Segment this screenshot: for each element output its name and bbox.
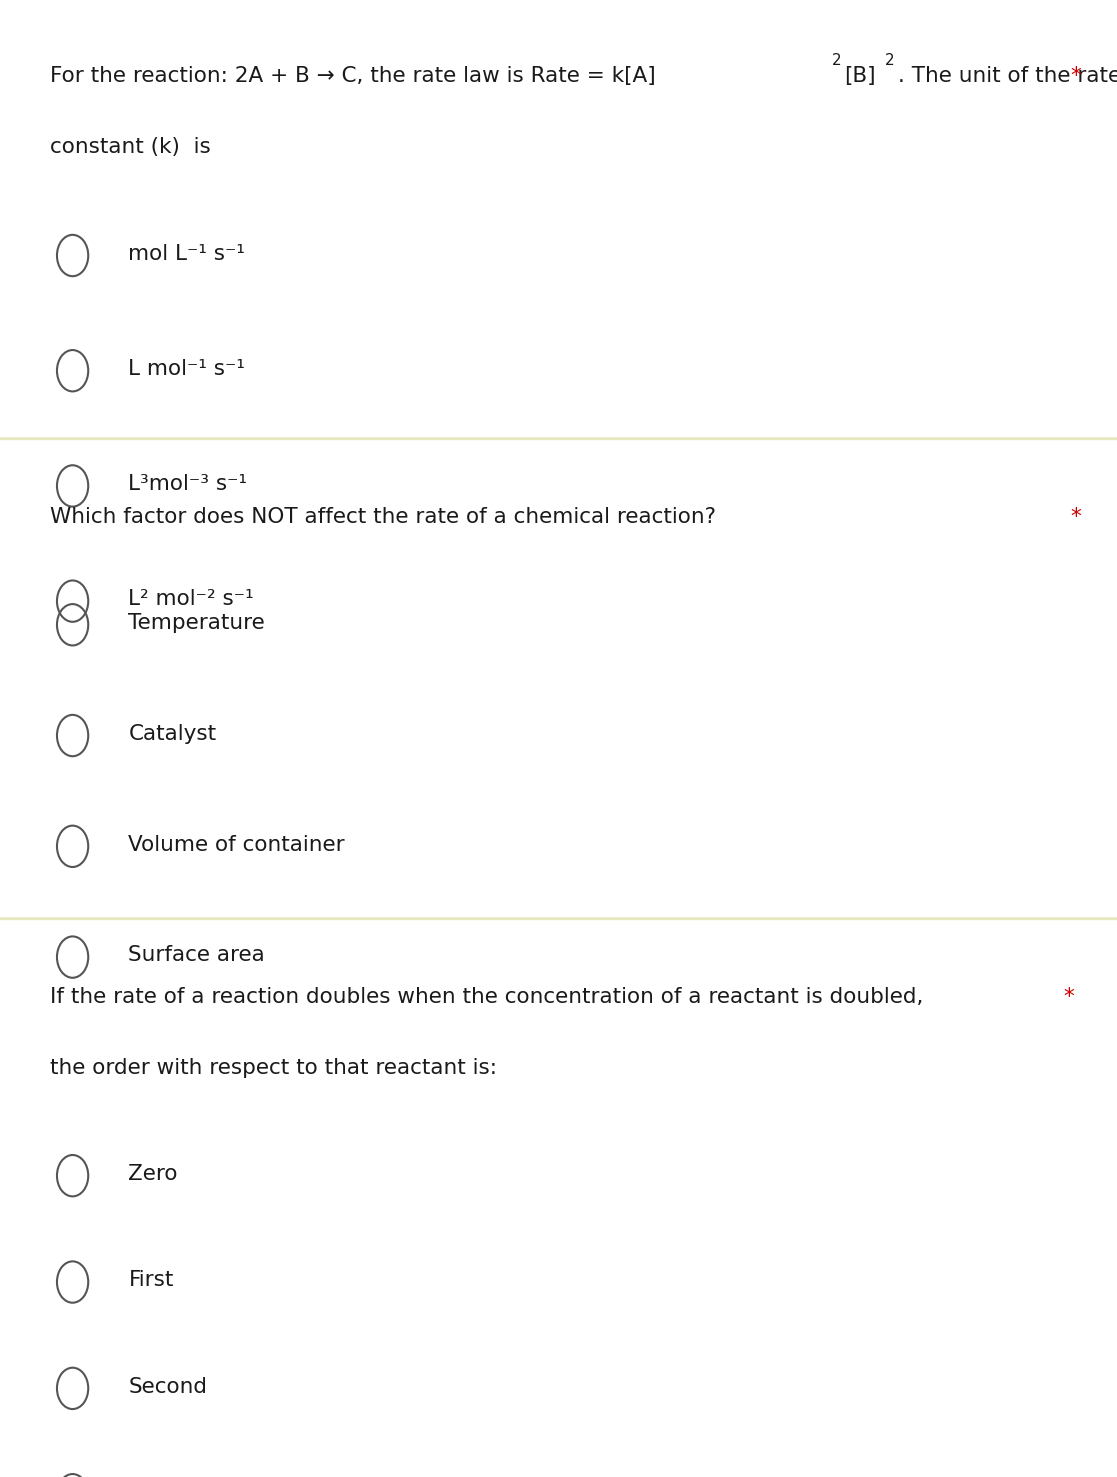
Text: Surface area: Surface area — [128, 945, 265, 966]
Text: L³mol⁻³ s⁻¹: L³mol⁻³ s⁻¹ — [128, 474, 248, 495]
Text: . The unit of the rate: . The unit of the rate — [898, 66, 1117, 87]
Text: L mol⁻¹ s⁻¹: L mol⁻¹ s⁻¹ — [128, 359, 246, 380]
Text: *: * — [1070, 66, 1081, 87]
Text: If the rate of a reaction doubles when the concentration of a reactant is double: If the rate of a reaction doubles when t… — [50, 987, 924, 1007]
Text: Temperature: Temperature — [128, 613, 265, 634]
FancyBboxPatch shape — [0, 910, 1117, 928]
Text: L² mol⁻² s⁻¹: L² mol⁻² s⁻¹ — [128, 589, 254, 610]
Text: *: * — [1070, 507, 1081, 527]
Text: For the reaction: 2A + B → C, the rate law is Rate = k[A]: For the reaction: 2A + B → C, the rate l… — [50, 66, 656, 87]
Text: Volume of container: Volume of container — [128, 835, 345, 855]
Text: mol L⁻¹ s⁻¹: mol L⁻¹ s⁻¹ — [128, 244, 246, 264]
Text: *: * — [1063, 987, 1075, 1007]
Text: Catalyst: Catalyst — [128, 724, 217, 744]
FancyBboxPatch shape — [0, 440, 1117, 917]
FancyBboxPatch shape — [0, 920, 1117, 1477]
Text: the order with respect to that reactant is:: the order with respect to that reactant … — [50, 1058, 497, 1078]
FancyBboxPatch shape — [0, 0, 1117, 437]
FancyBboxPatch shape — [0, 430, 1117, 448]
Text: Which factor does NOT affect the rate of a chemical reaction?: Which factor does NOT affect the rate of… — [50, 507, 716, 527]
Text: First: First — [128, 1270, 174, 1291]
Text: constant (k)  is: constant (k) is — [50, 137, 211, 158]
Text: [B]: [B] — [844, 66, 876, 87]
Text: Zero: Zero — [128, 1164, 178, 1185]
Text: Second: Second — [128, 1377, 208, 1397]
Text: 2: 2 — [885, 53, 895, 68]
Text: 2: 2 — [832, 53, 841, 68]
